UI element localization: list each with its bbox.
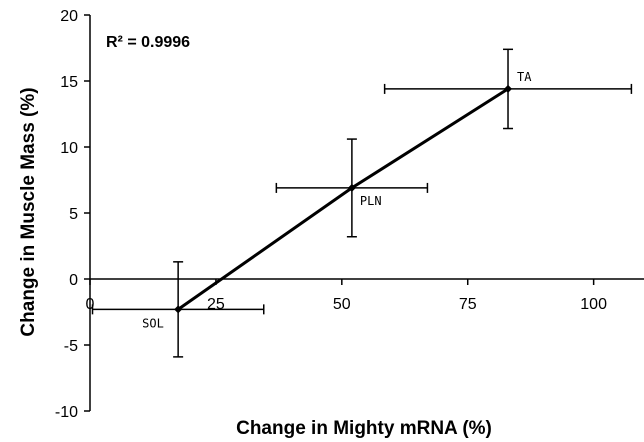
y-tick-label: 20 [60,8,78,25]
x-tick-label: 25 [207,296,225,313]
point-label: SOL [142,316,164,330]
axes [84,14,644,412]
data-point [504,84,513,93]
data-marks: SOL PLN TA [91,48,633,358]
y-tick-label: 5 [69,206,78,223]
point-label: TA [517,70,532,84]
x-tick-label: 0 [86,296,95,313]
x-axis-title: Change in Mighty mRNA (%) [236,418,492,439]
point-label: PLN [360,194,382,208]
y-tick-label: 10 [60,140,78,157]
data-point [347,183,356,192]
y-axis-title: Change in Muscle Mass (%) [18,87,39,336]
trend-line [177,87,509,311]
x-tick-label: 75 [459,296,477,313]
y-tick-label: 15 [60,74,78,91]
r-squared-annotation: R² = 0.9996 [106,34,190,51]
data-point [174,305,183,314]
y-tick-label: 0 [69,272,78,289]
x-tick-label: 100 [580,296,607,313]
y-tick-label: -10 [55,404,78,421]
y-tick-label: -5 [64,338,78,355]
x-tick-label: 50 [333,296,351,313]
